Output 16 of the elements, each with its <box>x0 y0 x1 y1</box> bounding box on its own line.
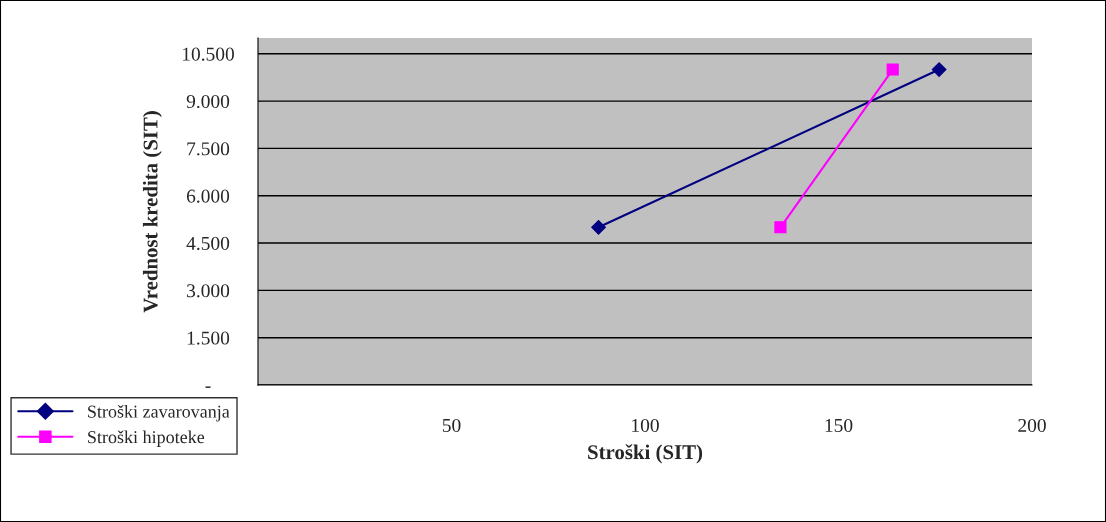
x-tick-label: 100 <box>632 418 659 433</box>
y-tick-label: 7.500 <box>187 142 230 156</box>
y-tick-label: 10.500 <box>182 47 234 61</box>
legend-label: Stroški zavarovanja <box>88 405 230 422</box>
x-tick-label: 200 <box>1018 418 1046 433</box>
y-tick-label: 1.500 <box>187 331 230 345</box>
x-tick-label: 50 <box>442 418 461 433</box>
y-tick-label: 4.500 <box>186 236 230 251</box>
y-tick-label: 9.000 <box>186 94 230 109</box>
y-tick-label: 3.000 <box>187 284 230 298</box>
y-tick-label: 6.000 <box>186 189 230 203</box>
legend-label: Stroški hipoteke <box>88 430 205 447</box>
y-axis-title: Vrednost kredita (SIT) <box>142 111 162 313</box>
y-tick-label: - <box>205 386 211 388</box>
x-tick-label: 150 <box>825 418 853 433</box>
x-axis-title: Stroški (SIT) <box>588 444 703 464</box>
